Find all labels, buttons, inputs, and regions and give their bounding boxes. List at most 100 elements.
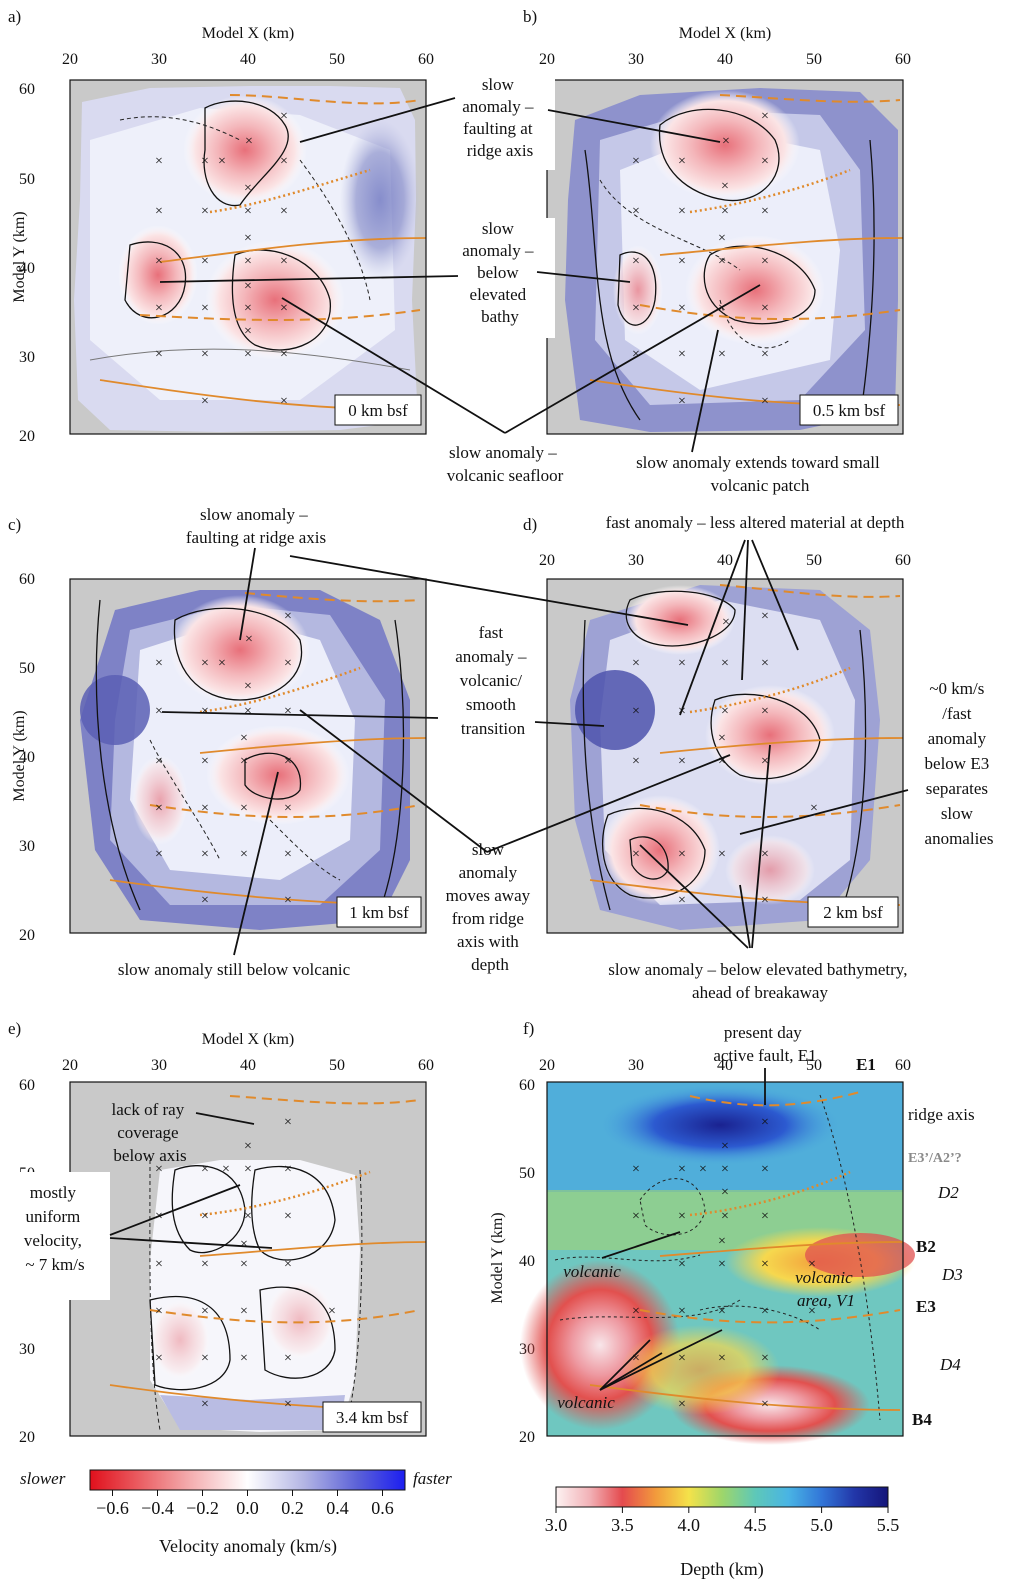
annotations-cd: slow anomaly – faulting at ridge axis fa… [118, 505, 1012, 1002]
slow-anomaly [600, 795, 720, 905]
annotation-line: fast anomaly – less altered material at … [606, 513, 905, 532]
station-marker: × [201, 1162, 209, 1177]
annotation-bg [906, 678, 1012, 890]
depth-colorbar-ramp [555, 1486, 889, 1508]
slow-anomaly [650, 90, 800, 200]
station-marker: × [240, 847, 248, 862]
station-marker: × [244, 301, 252, 316]
annotation-line: ahead of breakaway [692, 983, 828, 1002]
annotation-line: depth [471, 955, 509, 974]
station-marker: × [284, 893, 292, 908]
station-marker: × [240, 731, 248, 746]
station-marker: × [678, 1209, 686, 1224]
station-marker: × [808, 1304, 816, 1319]
bathymetry-contour [149, 739, 341, 881]
station-marker: × [244, 704, 252, 719]
station-marker: × [244, 231, 252, 246]
label-ridge-axis: ridge axis [908, 1105, 975, 1124]
station-marker: × [240, 1237, 248, 1252]
panel-b-letter: b) [523, 7, 537, 26]
depth-colorbar-tick-label: 4.5 [744, 1515, 767, 1535]
y-tick-label: 20 [19, 927, 35, 944]
orange-dotted-line [689, 1170, 851, 1217]
station-marker: × [632, 754, 640, 769]
annotation-elevated-ab: slow anomaly – below elevated bathy [462, 219, 538, 326]
x-tick-label: 30 [628, 51, 644, 68]
annotation-line: axis with [457, 932, 519, 951]
station-marker: × [240, 754, 248, 769]
velocity-colorbar-tick-label: 0.0 [236, 1498, 259, 1518]
station-marker: × [240, 1304, 248, 1319]
velocity-contour [244, 752, 302, 800]
annotation-line: anomalies [925, 829, 994, 848]
leader-line [601, 1231, 681, 1259]
bathymetry-contour [699, 1094, 881, 1421]
orange-dotted-line [689, 666, 851, 714]
panel-d-depth-box [807, 896, 899, 928]
annotation-uniform: mostly uniform velocity, ~ 7 km/s [24, 1183, 86, 1274]
station-marker: × [810, 801, 818, 816]
leader-line [534, 721, 605, 727]
panel-a-letter: a) [8, 7, 21, 26]
annotation-line: transition [461, 719, 526, 738]
station-marker: × [632, 1351, 640, 1366]
leader-line [159, 275, 459, 283]
station-marker: × [244, 347, 252, 362]
station-marker: × [201, 254, 209, 269]
panel-d-frame [546, 578, 904, 934]
station-marker: × [218, 656, 226, 671]
annotation-still-below: slow anomaly still below volcanic [118, 960, 351, 979]
station-marker: × [201, 847, 209, 862]
velocity-contour [259, 1286, 336, 1379]
bathymetry-contour [639, 1178, 706, 1236]
leader-line [161, 711, 439, 719]
x-tick-label: 40 [240, 1057, 256, 1074]
panel-c-depth-box [336, 896, 422, 928]
station-marker: × [718, 847, 726, 862]
gray-contour [89, 348, 411, 371]
slow-anomaly [118, 225, 198, 325]
station-marker: × [761, 109, 769, 124]
bathymetry-contour [119, 116, 371, 301]
panel-f: f) 20 30 40 50 60 60 50 40 30 20 Model Y… [489, 1019, 975, 1446]
panel-d-letter: d) [523, 515, 537, 534]
station-marker: × [155, 754, 163, 769]
annotation-bg [445, 218, 555, 338]
station-marker: × [201, 801, 209, 816]
y-tick-label: 20 [519, 1429, 535, 1446]
station-marker: × [678, 893, 686, 908]
bathymetry-contour [554, 1254, 741, 1321]
x-tick-label: 20 [62, 1057, 78, 1074]
panel-a-x-title: Model X (km) [202, 25, 294, 42]
velocity-colorbar-ramp [89, 1469, 406, 1491]
leader-line [504, 284, 761, 434]
annotation-volcanic-2: volcanic [557, 1393, 615, 1412]
leader-line [679, 539, 746, 716]
bathymetry-contour [599, 179, 791, 349]
x-tick-label: 30 [628, 1057, 644, 1074]
velocity-contour [582, 619, 867, 916]
panel-a-depth-box [334, 394, 422, 426]
annotation-line: slow anomaly – [449, 443, 557, 462]
annotation-line: area, V1 [797, 1291, 855, 1310]
slow-anomaly [170, 595, 310, 705]
orange-solid-line [659, 1241, 904, 1257]
station-marker: × [284, 1162, 292, 1177]
station-marker: × [678, 1257, 686, 1272]
station-marker: × [240, 1257, 248, 1272]
annotation-line: fast [479, 623, 504, 642]
leader-line [536, 271, 631, 283]
station-marker: × [245, 632, 253, 647]
x-tick-label: 50 [806, 1057, 822, 1074]
panel-b-x-title: Model X (km) [679, 25, 771, 42]
depth-colorbar-tick-label: 5.5 [877, 1515, 900, 1535]
velocity-contour [658, 108, 780, 202]
slow-anomaly [150, 1300, 210, 1380]
station-marker: × [761, 1209, 769, 1224]
velocity-colorbar-tick-label: −0.6 [96, 1498, 129, 1518]
panel-a-frame [69, 79, 427, 435]
orange-ridge-line [229, 94, 421, 105]
label-e3: E3 [916, 1297, 936, 1316]
label-e3-a2: E3’/A2’? [908, 1151, 962, 1166]
depth-colorbar-ticks: 3.0 3.5 4.0 4.5 5.0 5.5 [545, 1507, 900, 1535]
